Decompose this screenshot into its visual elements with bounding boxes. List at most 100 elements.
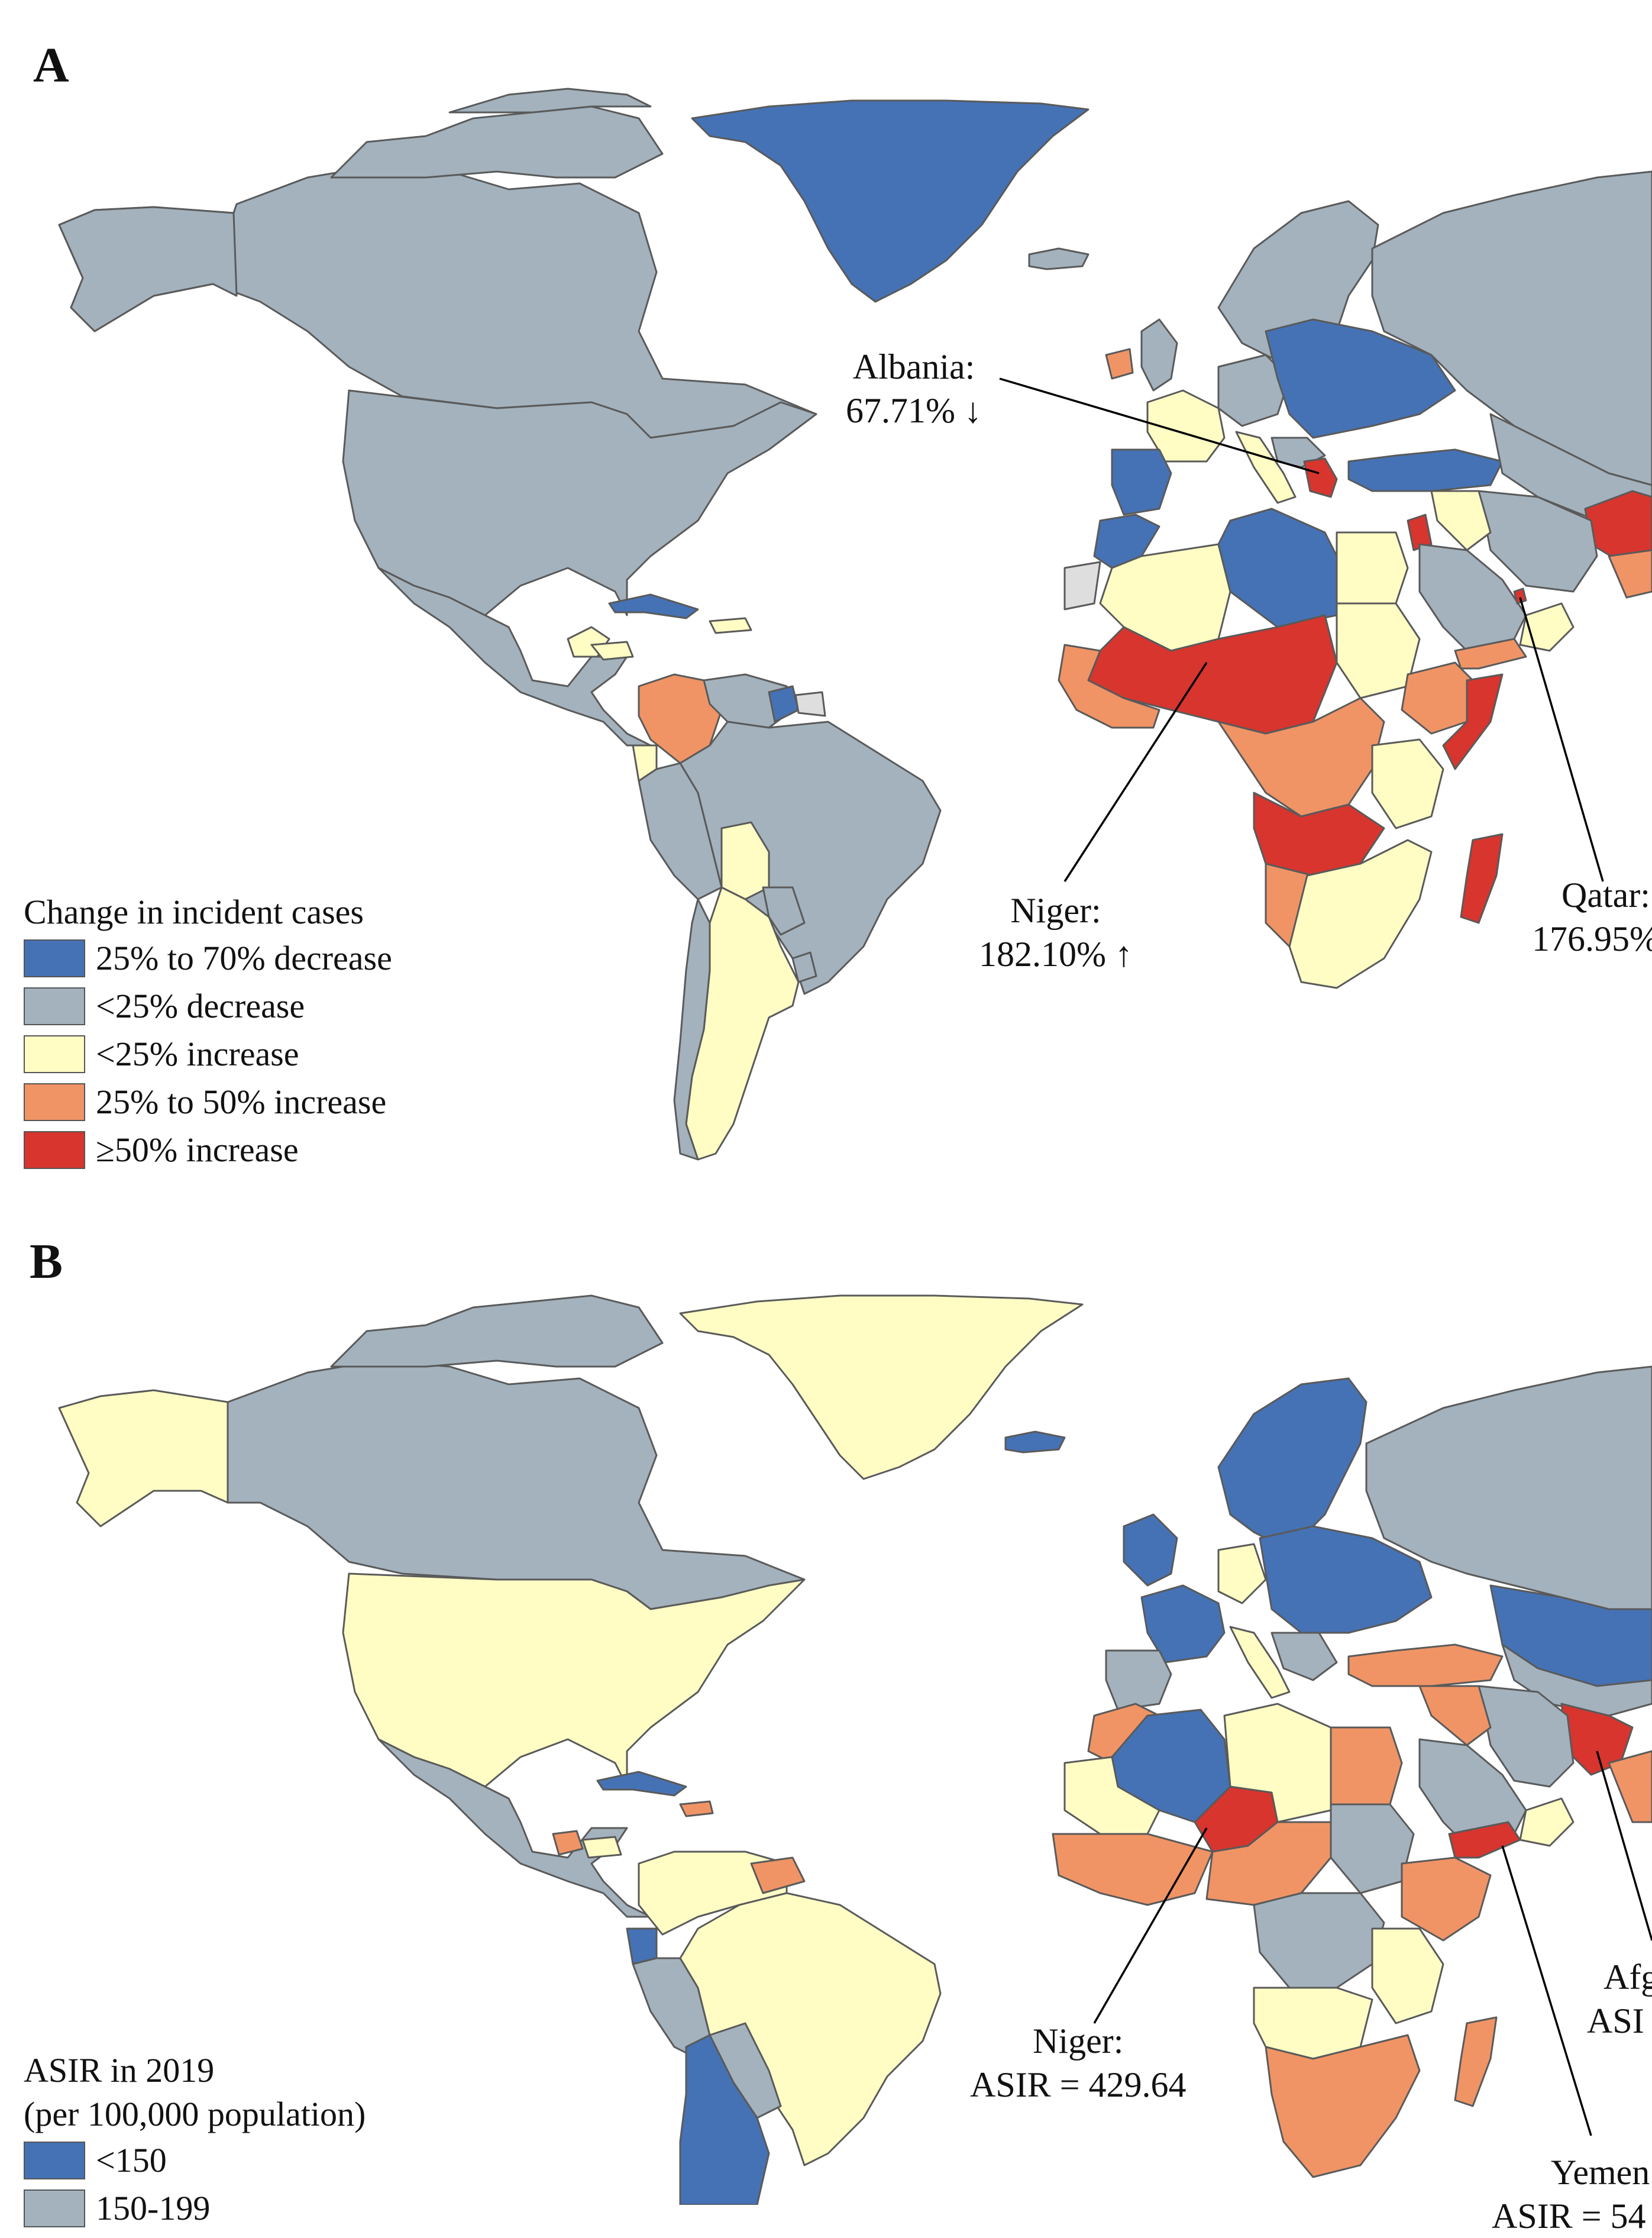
world-map-a bbox=[58, 88, 1652, 1161]
legend-swatch bbox=[24, 1083, 85, 1121]
east-africa bbox=[1371, 738, 1444, 829]
madagascar bbox=[1460, 833, 1504, 924]
spain-portugal bbox=[1105, 1649, 1172, 1711]
iraq-syria bbox=[1430, 490, 1492, 551]
niger-value-a: 182.10% ↑ bbox=[979, 935, 1133, 974]
east-africa bbox=[1371, 1927, 1444, 2024]
levant bbox=[1407, 514, 1433, 551]
south-asia bbox=[1608, 1750, 1652, 1823]
eastern-europe bbox=[1259, 1525, 1433, 1634]
legend-a-item: <25% decrease bbox=[24, 982, 392, 1030]
arctic-islands bbox=[330, 105, 664, 179]
hispaniola bbox=[709, 617, 752, 634]
west-africa bbox=[1058, 644, 1160, 729]
honduras bbox=[590, 641, 634, 661]
central-asia-south bbox=[1501, 1643, 1652, 1717]
legend-label: ≥50% increase bbox=[96, 1131, 299, 1169]
legend-label: <150 bbox=[96, 2141, 167, 2179]
cuba bbox=[596, 1771, 687, 1797]
panel-b: B bbox=[0, 1195, 1652, 2236]
qatar-label: Qatar: bbox=[1562, 876, 1650, 915]
legend-swatch bbox=[24, 939, 85, 977]
hispaniola bbox=[679, 1800, 714, 1817]
arctic-islands bbox=[330, 1294, 664, 1368]
spain bbox=[1111, 448, 1172, 516]
qatar-value: 176.95% bbox=[1532, 919, 1652, 958]
iraq-syria bbox=[1418, 1685, 1492, 1746]
legend-a-item: 25% to 50% increase bbox=[24, 1078, 392, 1126]
chile bbox=[673, 898, 711, 1161]
qatar-annotation: Qatar: 176.95% bbox=[1532, 873, 1652, 961]
ethiopia-horn bbox=[1401, 1856, 1492, 1942]
afghanistan-label: Afg bbox=[1603, 1958, 1652, 1997]
niger-label-b: Niger: bbox=[1033, 2021, 1124, 2061]
panel-a: A bbox=[24, 38, 1652, 1174]
albania-value: 67.71% ↓ bbox=[846, 391, 982, 430]
yemen-annotation: Yemen ASIR = 54 bbox=[1492, 2150, 1650, 2238]
usa bbox=[342, 389, 817, 616]
egypt bbox=[1330, 1726, 1403, 1806]
legend-b-title: ASIR in 2019 bbox=[24, 2051, 215, 2090]
albania-label: Albania: bbox=[852, 347, 975, 386]
niger-annotation-a: Niger: 182.10% ↑ bbox=[979, 889, 1133, 976]
greenland bbox=[679, 1294, 1084, 1480]
legend-swatch bbox=[24, 987, 85, 1025]
southern-cone bbox=[679, 2034, 770, 2205]
legend-label: 150-199 bbox=[96, 2189, 211, 2227]
legend-a-item: 25% to 70% decrease bbox=[24, 934, 392, 982]
legend-label: <25% decrease bbox=[96, 987, 305, 1025]
eastern-europe bbox=[1265, 318, 1456, 439]
panel-a-letter: A bbox=[33, 38, 69, 93]
madagascar bbox=[1454, 2016, 1498, 2107]
niger-leader bbox=[1063, 662, 1208, 882]
scandinavia bbox=[1217, 1377, 1367, 1545]
egypt bbox=[1336, 531, 1409, 605]
france bbox=[1140, 1584, 1226, 1664]
turkey bbox=[1347, 448, 1504, 492]
legend-a-item: <25% increase bbox=[24, 1030, 392, 1078]
iceland bbox=[1028, 247, 1090, 270]
mauritania-mali bbox=[1063, 1756, 1160, 1835]
legend-swatch bbox=[24, 2141, 85, 2179]
greenland bbox=[691, 99, 1090, 303]
france bbox=[1146, 389, 1226, 463]
nigeria-chad bbox=[1205, 1821, 1332, 1906]
niger-annotation-b: Niger: ASIR = 429.64 bbox=[970, 2019, 1187, 2107]
turkey bbox=[1347, 1643, 1504, 1687]
yemen bbox=[1454, 638, 1527, 670]
legend-a-item: ≥50% increase bbox=[24, 1126, 392, 1174]
italy bbox=[1229, 1626, 1291, 1699]
arctic-islands-north bbox=[448, 88, 652, 114]
canada-region bbox=[58, 164, 817, 439]
central-africa bbox=[1253, 1892, 1385, 1989]
legend-label: 25% to 50% increase bbox=[96, 1083, 387, 1121]
italy bbox=[1235, 431, 1297, 504]
guianas bbox=[750, 1856, 806, 1894]
legend-b-item: <150 bbox=[24, 2136, 366, 2184]
canada bbox=[227, 1359, 806, 1610]
southern-africa bbox=[1288, 839, 1433, 989]
legend-b-item: 150-199 bbox=[24, 2184, 366, 2232]
alaska-region bbox=[58, 206, 238, 332]
alaska bbox=[58, 1389, 229, 1527]
pakistan bbox=[1608, 549, 1652, 599]
southern-africa bbox=[1265, 2034, 1421, 2178]
balkans bbox=[1270, 1632, 1338, 1681]
yemen-leader bbox=[1501, 1845, 1592, 2136]
yemen-value: ASIR = 54 bbox=[1492, 2197, 1646, 2236]
niger-label-a: Niger: bbox=[1010, 891, 1101, 930]
west-africa bbox=[1052, 1833, 1214, 1906]
albania-annotation: Albania: 67.71% ↓ bbox=[846, 345, 982, 432]
honduras-region bbox=[581, 1836, 622, 1859]
legend-b-subtitle: (per 100,000 population) bbox=[24, 2095, 366, 2133]
qatar-leader bbox=[1519, 597, 1604, 882]
somalia bbox=[1442, 673, 1504, 770]
legend-swatch bbox=[24, 1131, 85, 1169]
niger-value-b: ASIR = 429.64 bbox=[970, 2065, 1187, 2104]
yemen-label: Yemen bbox=[1551, 2153, 1650, 2192]
qatar bbox=[1513, 587, 1527, 605]
uk bbox=[1140, 318, 1178, 392]
uk-ireland bbox=[1123, 1513, 1178, 1587]
afghanistan-value: ASI bbox=[1587, 2001, 1644, 2040]
guatemala bbox=[552, 1830, 584, 1856]
